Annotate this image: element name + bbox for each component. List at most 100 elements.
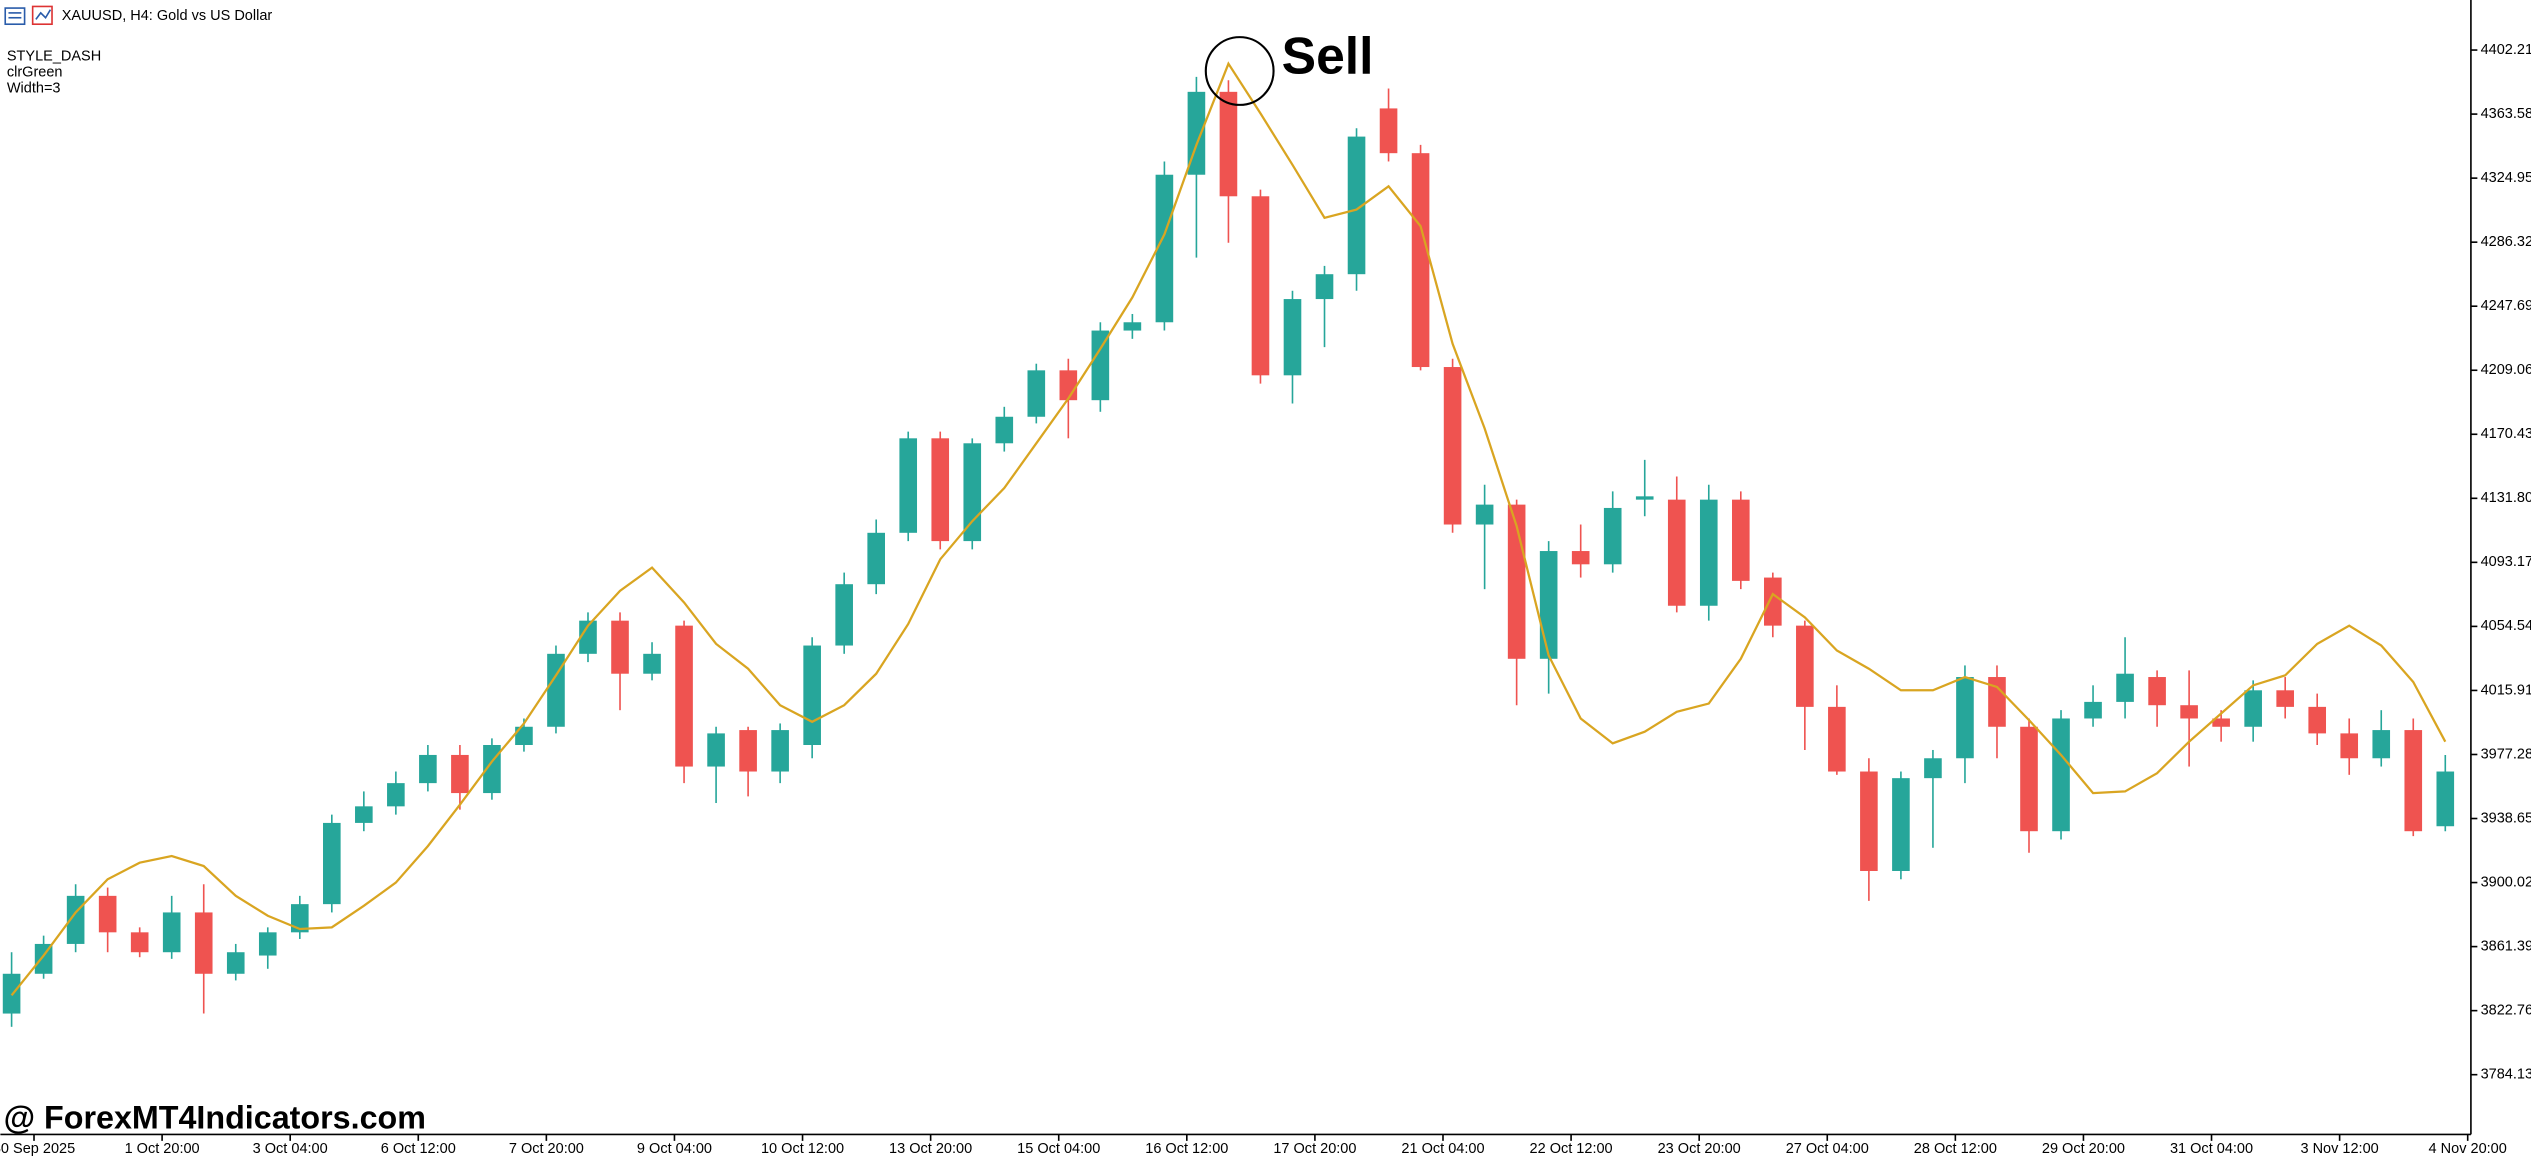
candle-body	[1443, 367, 1462, 525]
y-tick-label: 3822.76	[2481, 1002, 2531, 1018]
candle-body	[1251, 196, 1270, 376]
x-tick-label: 28 Oct 12:00	[1914, 1141, 1997, 1157]
y-tick-label: 4247.69	[2481, 298, 2531, 314]
y-tick-label: 3977.28	[2481, 746, 2531, 762]
candle-body	[611, 620, 629, 674]
candle-body	[1379, 108, 1398, 154]
candle-body	[1219, 91, 1238, 197]
y-tick-label: 3784.13	[2481, 1067, 2531, 1083]
header-icons	[4, 5, 53, 26]
indicator-param: Width=3	[7, 81, 61, 97]
candle-body	[2340, 733, 2359, 759]
y-tick-label: 4093.17	[2481, 554, 2531, 570]
candle-body	[1924, 758, 1942, 779]
candle-body	[1155, 174, 1174, 323]
candle-body	[98, 895, 117, 933]
y-tick-label: 4324.95	[2481, 170, 2531, 186]
candle-body	[1027, 370, 1046, 417]
x-tick-label: 6 Oct 12:00	[381, 1141, 456, 1157]
y-tick-label: 4286.32	[2481, 234, 2531, 250]
candle-body	[1764, 577, 1782, 626]
icon-line	[35, 9, 52, 20]
candle-body	[643, 653, 661, 674]
candle-body	[771, 730, 789, 772]
candle-body	[1796, 625, 1814, 707]
candle-body	[931, 438, 950, 542]
y-tick-label: 4170.43	[2481, 426, 2531, 442]
candle-body	[1603, 507, 1622, 565]
y-tick-label: 4209.06	[2481, 362, 2531, 378]
x-tick-label: 31 Oct 04:00	[2170, 1141, 2253, 1157]
candle-body	[2308, 706, 2327, 734]
x-tick-label: 4 Nov 20:00	[2429, 1141, 2507, 1157]
candle-body	[1956, 677, 1974, 759]
candle-body	[1892, 778, 1910, 871]
y-tick-label: 3900.02	[2481, 874, 2531, 890]
y-tick-label: 4402.21	[2481, 42, 2531, 58]
x-tick-label: 1 Oct 20:00	[125, 1141, 200, 1157]
moving-average-line	[10, 61, 2447, 997]
candle-body	[323, 822, 341, 905]
candle-body	[1635, 496, 1654, 500]
plot	[2, 61, 2455, 1027]
x-tick-label: 21 Oct 04:00	[1401, 1141, 1484, 1157]
candle-body	[162, 912, 181, 953]
x-tick-label: 3 Oct 04:00	[253, 1141, 328, 1157]
candle-body	[1571, 551, 1590, 565]
candle-body	[258, 932, 277, 956]
candle-body	[419, 754, 437, 784]
candle-body	[2180, 705, 2198, 719]
candle-body	[1539, 551, 1558, 659]
indicator-param: clrGreen	[7, 64, 63, 80]
candle-body	[2020, 726, 2038, 832]
x-tick-label: 27 Oct 04:00	[1786, 1141, 1869, 1157]
candle-body	[1828, 706, 1846, 772]
candle-body	[2212, 718, 2230, 727]
candle-body	[1091, 330, 1110, 401]
x-tick-label: 7 Oct 20:00	[509, 1141, 584, 1157]
x-tick-label: 29 Oct 20:00	[2042, 1141, 2125, 1157]
candle-body	[1059, 370, 1078, 401]
candle-body	[995, 416, 1014, 444]
x-tick-label: 9 Oct 04:00	[637, 1141, 712, 1157]
annotation-circle	[1204, 36, 1275, 106]
candle-body	[194, 912, 213, 974]
candle-body	[226, 952, 245, 974]
candle-body	[899, 438, 918, 533]
candle-body	[675, 625, 693, 767]
candle-body	[387, 783, 405, 807]
candle-body	[515, 726, 533, 745]
candle-body	[547, 653, 565, 727]
candle-body	[2116, 673, 2134, 702]
candle-body	[1699, 499, 1718, 606]
candle-body	[835, 584, 853, 646]
candle-body	[2372, 730, 2391, 759]
candle-body	[1475, 504, 1494, 525]
candle-body	[2084, 701, 2102, 719]
x-tick-label: 15 Oct 04:00	[1017, 1141, 1100, 1157]
candle-body	[290, 904, 309, 933]
candle-body	[579, 620, 597, 654]
candle-body	[1283, 299, 1302, 376]
icon	[4, 7, 26, 26]
candle-body	[739, 730, 757, 772]
candle-body	[2436, 771, 2455, 827]
x-tick-label: 16 Oct 12:00	[1145, 1141, 1228, 1157]
x-tick-label: 10 Oct 12:00	[761, 1141, 844, 1157]
y-tick-label: 4054.54	[2481, 618, 2531, 634]
y-tick-label: 4363.58	[2481, 106, 2531, 122]
indicator-param: STYLE_DASH	[7, 48, 101, 64]
y-tick-label: 3861.39	[2481, 938, 2531, 954]
x-tick-label: 23 Oct 20:00	[1658, 1141, 1741, 1157]
x-tick-label: 17 Oct 20:00	[1273, 1141, 1356, 1157]
candle-body	[2244, 690, 2262, 727]
candle-body	[1315, 274, 1334, 300]
candle-body	[963, 443, 982, 542]
candle-body	[803, 645, 821, 745]
candle-body	[451, 754, 469, 794]
y-tick-label: 4015.91	[2481, 682, 2531, 698]
candle-body	[1411, 153, 1430, 368]
candle-body	[130, 932, 149, 953]
candle-body	[1123, 322, 1142, 331]
